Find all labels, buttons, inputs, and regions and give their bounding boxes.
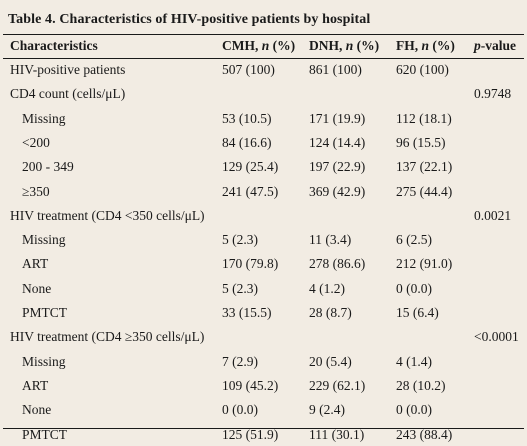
cmh-value: 241 (47.5)	[222, 183, 279, 199]
table-row: Missing 53 (10.5) 171 (19.9) 112 (18.1)	[0, 108, 527, 130]
fh-value: 137 (22.1)	[396, 159, 453, 175]
header-p-value: p-value	[474, 38, 516, 53]
dnh-value: 124 (14.4)	[309, 134, 366, 150]
dnh-value: 9 (2.4)	[309, 402, 345, 418]
table-row: Missing 5 (2.3) 11 (3.4) 6 (2.5)	[0, 229, 527, 251]
dnh-value: 369 (42.9)	[309, 183, 366, 199]
dnh-value: 4 (1.2)	[309, 280, 345, 296]
row-label: None	[22, 402, 52, 418]
dnh-value: 197 (22.9)	[309, 159, 366, 175]
dnh-value: 861 (100)	[309, 62, 362, 77]
header-cmh: CMH, n (%)	[222, 38, 296, 53]
header-dnh: DNH, n (%)	[309, 38, 380, 53]
cmh-value: 125 (51.9)	[222, 426, 279, 442]
table-caption: Table 4. Characteristics of HIV-positive…	[8, 12, 371, 27]
fh-value: 620 (100)	[396, 62, 449, 77]
row-label: Missing	[22, 353, 66, 369]
p-value: 0.9748	[474, 86, 512, 102]
cmh-value: 129 (25.4)	[222, 159, 279, 175]
fh-value: 96 (15.5)	[396, 134, 446, 150]
row-label: HIV treatment (CD4 <350 cells/μL)	[10, 207, 205, 223]
p-value: <0.0001	[474, 329, 519, 345]
row-label: HIV-positive patients	[10, 62, 126, 77]
fh-value: 275 (44.4)	[396, 183, 453, 199]
header-rule	[3, 58, 524, 59]
row-label: CD4 count (cells/μL)	[10, 86, 126, 102]
cmh-value: 109 (45.2)	[222, 377, 279, 393]
table-row: Missing 7 (2.9) 20 (5.4) 4 (1.4)	[0, 351, 527, 373]
cmh-value: 5 (2.3)	[222, 232, 258, 248]
cmh-value: 33 (15.5)	[222, 305, 272, 320]
table-row: 200 - 349 129 (25.4) 197 (22.9) 137 (22.1)	[0, 156, 527, 178]
row-label: PMTCT	[22, 305, 68, 320]
header-row: Characteristics CMH, n (%) DNH, n (%) FH…	[0, 35, 527, 57]
top-rule	[3, 34, 524, 35]
dnh-value: 229 (62.1)	[309, 377, 366, 393]
table-row: CD4 count (cells/μL) 0.9748	[0, 83, 527, 105]
table-row: ≥350 241 (47.5) 369 (42.9) 275 (44.4)	[0, 181, 527, 203]
cmh-value: 0 (0.0)	[222, 402, 258, 418]
cmh-value: 170 (79.8)	[222, 256, 279, 272]
fh-value: 28 (10.2)	[396, 377, 446, 393]
row-label: Missing	[22, 110, 66, 126]
table-row: ART 170 (79.8) 278 (86.6) 212 (91.0)	[0, 253, 527, 275]
row-label: ART	[22, 377, 49, 393]
table-row: ART 109 (45.2) 229 (62.1) 28 (10.2)	[0, 375, 527, 397]
dnh-value: 28 (8.7)	[309, 305, 352, 320]
row-label: 200 - 349	[22, 159, 74, 175]
row-label: None	[22, 280, 52, 296]
dnh-value: 278 (86.6)	[309, 256, 366, 272]
header-fh: FH, n (%)	[396, 38, 455, 53]
dnh-value: 171 (19.9)	[309, 110, 366, 126]
table-row: HIV-positive patients 507 (100) 861 (100) 6…	[0, 59, 527, 81]
dnh-value: 20 (5.4)	[309, 353, 352, 369]
cmh-value: 5 (2.3)	[222, 280, 258, 296]
p-value: 0.0021	[474, 207, 512, 223]
fh-value: 15 (6.4)	[396, 305, 439, 320]
row-label: ART	[22, 256, 49, 272]
cmh-value: 7 (2.9)	[222, 353, 258, 369]
fh-value: 0 (0.0)	[396, 402, 432, 418]
cmh-value: 84 (16.6)	[222, 134, 272, 150]
table-row: HIV treatment (CD4 <350 cells/μL) 0.0021	[0, 205, 527, 227]
table-row: PMTCT 125 (51.9) 111 (30.1) 243 (88.4)	[0, 424, 527, 446]
characteristics-table: Table 4. Characteristics of HIV-positive…	[0, 12, 527, 442]
table-row: PMTCT 33 (15.5) 28 (8.7) 15 (6.4)	[0, 302, 527, 324]
cmh-value: 507 (100)	[222, 62, 275, 77]
bottom-rule	[3, 428, 524, 429]
fh-value: 4 (1.4)	[396, 353, 432, 369]
dnh-value: 11 (3.4)	[309, 232, 352, 248]
row-label: HIV treatment (CD4 ≥350 cells/μL)	[10, 329, 205, 345]
table-row: HIV treatment (CD4 ≥350 cells/μL) <0.0001	[0, 326, 527, 348]
table-row: <200 84 (16.6) 124 (14.4) 96 (15.5)	[0, 132, 527, 154]
fh-value: 112 (18.1)	[396, 110, 452, 126]
fh-value: 0 (0.0)	[396, 280, 432, 296]
fh-value: 212 (91.0)	[396, 256, 453, 272]
fh-value: 6 (2.5)	[396, 232, 432, 248]
row-label: PMTCT	[22, 426, 68, 442]
fh-value: 243 (88.4)	[396, 426, 453, 442]
header-characteristics: Characteristics	[10, 38, 98, 53]
table-row: None 5 (2.3) 4 (1.2) 0 (0.0)	[0, 278, 527, 300]
dnh-value: 111 (30.1)	[309, 426, 365, 442]
row-label: ≥350	[22, 183, 50, 199]
row-label: <200	[22, 134, 50, 150]
cmh-value: 53 (10.5)	[222, 110, 272, 126]
table-row: None 0 (0.0) 9 (2.4) 0 (0.0)	[0, 399, 527, 421]
row-label: Missing	[22, 232, 66, 248]
